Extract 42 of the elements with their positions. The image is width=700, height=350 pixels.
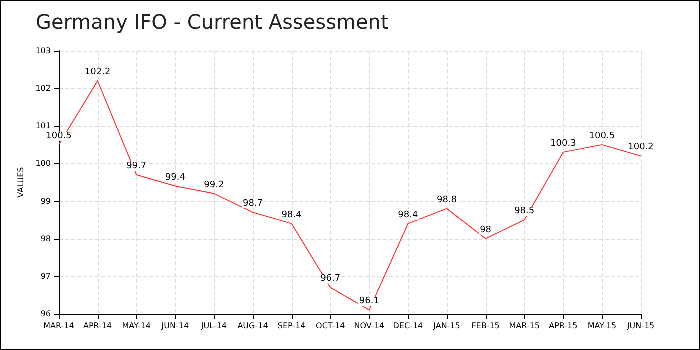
x-tick-label: OCT-14 xyxy=(316,322,346,330)
x-tick-label: NOV-14 xyxy=(354,322,385,330)
data-label: 100.5 xyxy=(46,131,72,142)
data-label: 100.5 xyxy=(589,131,616,142)
data-label: 98.5 xyxy=(514,206,535,217)
x-tick-label: MAY-14 xyxy=(122,322,151,330)
x-tick-label: MAR-15 xyxy=(509,322,540,330)
x-tick-label: JUL-14 xyxy=(200,322,228,330)
x-tick-label: JUN-15 xyxy=(626,322,655,330)
data-label: 99.4 xyxy=(165,172,186,183)
x-tick-label: FEB-15 xyxy=(472,322,500,330)
data-label: 98.7 xyxy=(242,199,264,210)
x-tick-label: DEC-14 xyxy=(393,322,424,330)
data-label: 98.8 xyxy=(436,195,458,206)
y-tick-label: 103 xyxy=(36,46,51,56)
y-axis-title: VALUES xyxy=(16,167,26,198)
data-label: 102.2 xyxy=(84,68,111,78)
x-tick-label: JAN-15 xyxy=(432,322,460,330)
x-tick-label: MAY-15 xyxy=(588,322,617,330)
chart-title: Germany IFO - Current Assessment xyxy=(36,10,389,34)
data-label: 96.7 xyxy=(320,274,341,284)
data-label: 99.2 xyxy=(204,180,224,190)
x-tick-label: SEP-14 xyxy=(278,322,306,330)
data-label: 100.2 xyxy=(628,142,654,153)
data-label: 100.3 xyxy=(550,138,576,149)
y-tick-label: 101 xyxy=(36,122,51,131)
y-tick-label: 100 xyxy=(36,159,51,168)
x-tick-label: JUN-14 xyxy=(160,322,190,330)
y-tick-label: 102 xyxy=(36,84,51,94)
y-tick-label: 97 xyxy=(40,272,51,281)
x-tick-label: APR-15 xyxy=(549,322,578,330)
y-tick-label: 99 xyxy=(40,196,51,206)
x-tick-label: APR-14 xyxy=(83,322,112,330)
data-label: 99.7 xyxy=(126,161,147,172)
data-label: 98.4 xyxy=(282,210,302,220)
y-tick-label: 98 xyxy=(40,234,51,244)
x-tick-label: MAR-14 xyxy=(44,322,74,330)
y-tick-label: 96 xyxy=(40,310,51,318)
x-tick-label: AUG-14 xyxy=(238,322,268,330)
data-label: 98.4 xyxy=(398,210,418,220)
data-label: 98 xyxy=(480,225,492,236)
data-label: 96.1 xyxy=(359,296,380,307)
